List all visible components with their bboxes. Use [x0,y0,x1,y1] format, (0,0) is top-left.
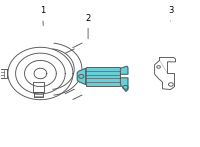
Polygon shape [34,92,43,97]
Text: 2: 2 [85,14,91,39]
Polygon shape [33,81,44,92]
Polygon shape [0,69,7,78]
Text: 1: 1 [40,6,45,26]
Bar [86,67,120,86]
Polygon shape [77,68,86,84]
Polygon shape [155,57,175,90]
Text: 3: 3 [168,6,173,21]
Polygon shape [120,78,128,91]
Polygon shape [120,66,128,74]
